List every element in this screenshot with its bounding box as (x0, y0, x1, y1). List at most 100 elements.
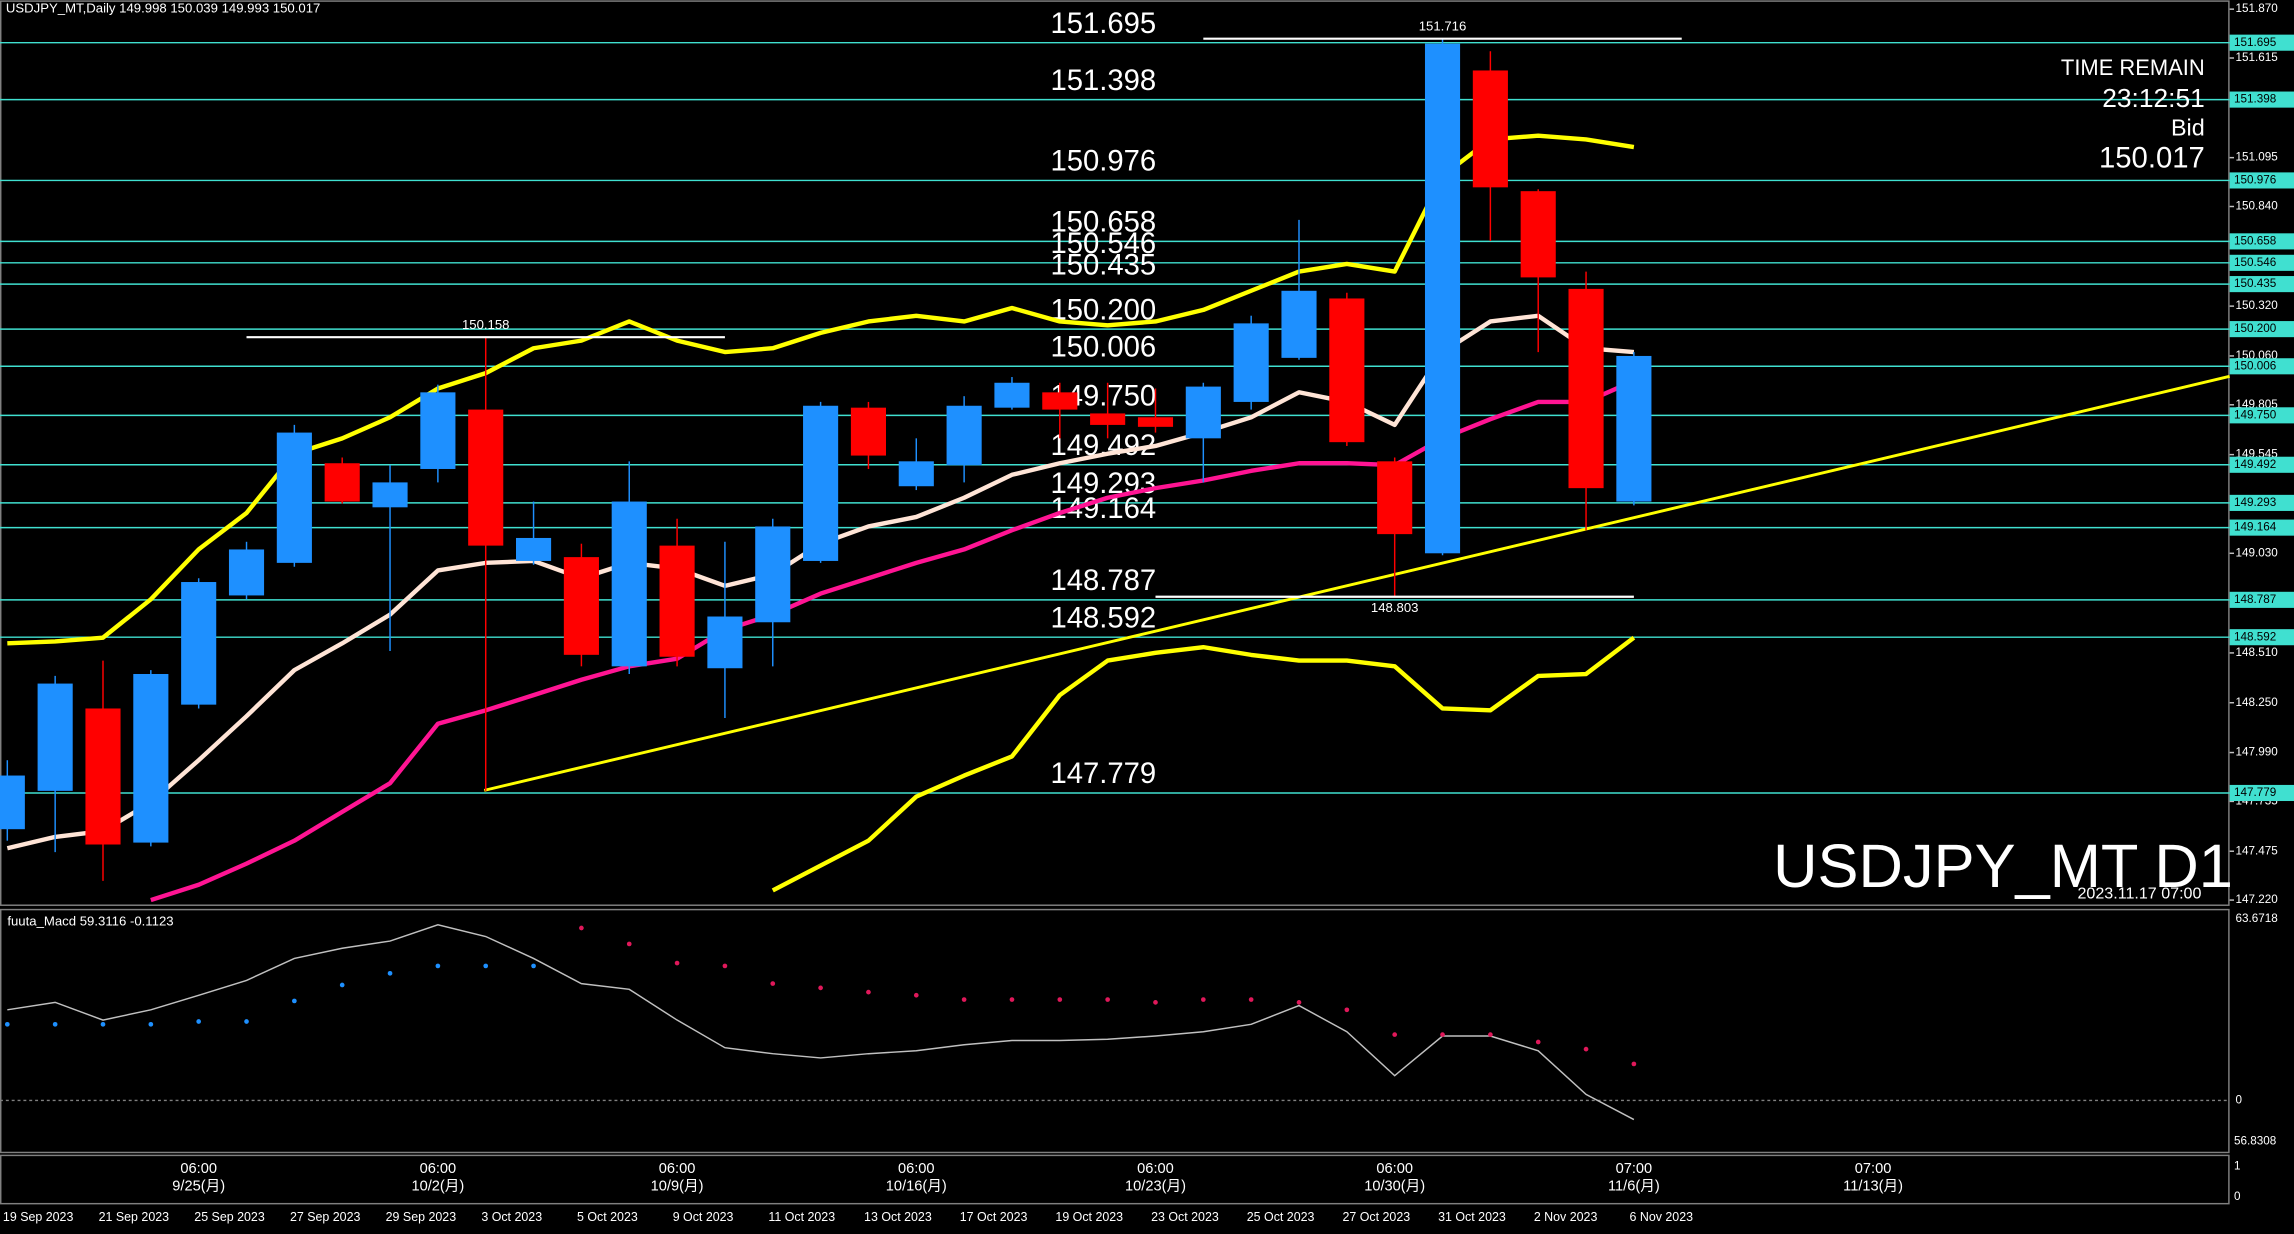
time-label: 06:00 (420, 1161, 457, 1177)
y-tick-label: 148.510 (2235, 646, 2278, 659)
watermark: USDJPY_MT D1 (1773, 832, 2233, 901)
macd-signal-dot (1488, 1032, 1493, 1037)
time-label: 06:00 (1376, 1161, 1413, 1177)
price-mark-label: 148.803 (1371, 600, 1419, 615)
level-axis-box (2229, 34, 2294, 51)
sub-panel-label: 1 (2234, 1159, 2241, 1172)
macd-signal-dot (1105, 997, 1110, 1002)
candle-body (85, 708, 121, 845)
macd-panel (0, 908, 2230, 1154)
macd-signal-dot (674, 960, 680, 966)
y-tick-label: 148.250 (2235, 696, 2278, 709)
candle-body (37, 683, 73, 791)
macd-signal-dot (1057, 997, 1063, 1002)
macd-signal-dot (1344, 1007, 1350, 1013)
level-axis-label: 150.976 (2234, 174, 2276, 187)
candle-body (707, 616, 743, 669)
level-axis-label: 147.779 (2234, 786, 2276, 799)
macd-signal-dot (52, 1021, 58, 1027)
level-axis-box (2229, 629, 2294, 646)
sub-panel-label: 0 (2234, 1190, 2241, 1203)
level-axis-label: 150.658 (2234, 234, 2276, 247)
main-panel (0, 0, 2230, 906)
candle-body (420, 392, 456, 469)
macd-signal-dot (579, 925, 584, 931)
x-tick-label: 21 Sep 2023 (99, 1210, 170, 1224)
candle-body (0, 775, 25, 830)
time-label: 06:00 (1137, 1161, 1174, 1177)
macd-signal-dot (100, 1021, 106, 1027)
date-label: 10/30(月) (1364, 1179, 1425, 1195)
candle-body (516, 537, 552, 561)
macd-signal-dot (292, 998, 297, 1004)
level-label: 150.435 (1050, 249, 1156, 281)
time-label: 07:00 (1616, 1161, 1653, 1177)
level-axis-box (2229, 91, 2294, 108)
date-label: 10/2(月) (411, 1179, 464, 1195)
candle-body (611, 501, 647, 667)
level-axis-box (2229, 321, 2294, 338)
axis: 151.870 151.615 151.095 150.840 150.320 150.0… (3, 2, 2294, 1224)
level-label: 150.006 (1050, 331, 1156, 363)
levels: 151.695 151.398 150.976 150.658150.546150.4… (0, 8, 2230, 794)
x-tick-label: 25 Sep 2023 (194, 1210, 265, 1224)
macd-signal-dot (483, 963, 489, 969)
level-axis-box (2229, 591, 2294, 608)
x-tick-label: 13 Oct 2023 (864, 1210, 932, 1224)
x-tick-label: 17 Oct 2023 (960, 1210, 1028, 1224)
date-label: 11/6(月) (1608, 1179, 1660, 1195)
x-tick-label: 3 Oct 2023 (481, 1210, 542, 1224)
macd-signal-dot (1153, 1000, 1158, 1005)
macd-signal-dot (1535, 1039, 1541, 1045)
macd-tick-label: 0 (2235, 1094, 2242, 1107)
x-tick-label: 5 Oct 2023 (577, 1210, 638, 1224)
macd-signal-dot (1296, 1000, 1302, 1005)
date-label: 10/23(月) (1125, 1179, 1186, 1195)
candle-body (1042, 392, 1078, 410)
macd-signal-dot (244, 1019, 249, 1024)
candle-body (1520, 191, 1556, 278)
candle-body (1329, 298, 1365, 443)
macd-signal-dot (818, 985, 823, 991)
y-tick-label: 147.990 (2235, 746, 2278, 759)
x-tick-label: 9 Oct 2023 (673, 1210, 734, 1224)
trend-line (483, 374, 2230, 792)
level-axis-box (2229, 784, 2294, 802)
candle-body (659, 545, 695, 657)
level-axis-box (2229, 519, 2294, 536)
y-tick-label: 147.220 (2235, 893, 2278, 906)
bid-label: Bid (2171, 114, 2205, 140)
macd-signal-dot (4, 1021, 10, 1027)
macd-signal-dot (722, 963, 728, 969)
indicator-line (771, 635, 1636, 893)
y-tick-label: 149.030 (2235, 546, 2278, 559)
level-label: 149.492 (1050, 430, 1156, 462)
candle-body (1090, 413, 1126, 425)
level-axis-label: 149.164 (2234, 521, 2277, 534)
macd-signal-dot (531, 963, 536, 969)
macd-signal-dot (866, 989, 871, 995)
candle-body (1424, 43, 1461, 554)
level-label: 149.293 (1050, 468, 1156, 500)
y-tick-label: 150.840 (2235, 200, 2278, 213)
level-axis-label: 151.398 (2234, 93, 2276, 106)
level-axis-box (2229, 172, 2294, 189)
macd-signal-dot (1200, 997, 1206, 1002)
candle-body (372, 482, 408, 508)
level-label: 150.658 (1050, 207, 1156, 239)
candle-body (468, 409, 504, 546)
macd-signal-dot (339, 982, 345, 988)
x-tick-label: 25 Oct 2023 (1247, 1210, 1315, 1224)
time-label: 06:00 (659, 1161, 696, 1177)
candle-body (324, 463, 360, 502)
x-tick-label: 29 Sep 2023 (386, 1210, 457, 1224)
level-label: 147.779 (1050, 758, 1156, 790)
candle-body (994, 382, 1030, 408)
candle-body (1281, 290, 1317, 358)
bid: 150.017 (2099, 143, 2205, 175)
candle-body (563, 557, 599, 655)
price-mark-label: 150.158 (462, 317, 510, 332)
macd-bottom-label: 56.8308 (2234, 1135, 2276, 1148)
candle-body (1472, 70, 1508, 188)
